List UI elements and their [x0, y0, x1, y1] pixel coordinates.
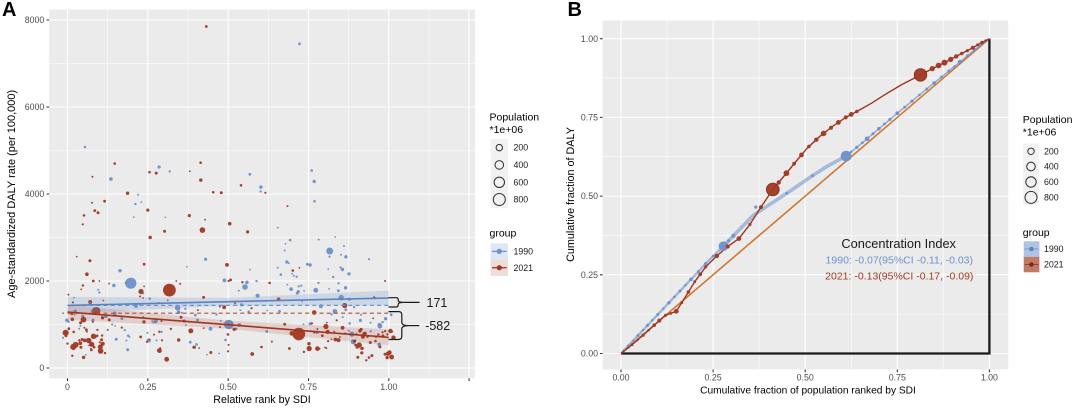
svg-text:*1e+06: *1e+06	[490, 124, 524, 136]
svg-text:800: 800	[514, 195, 529, 205]
svg-text:*1e+06: *1e+06	[1023, 127, 1057, 139]
svg-text:400: 400	[514, 160, 529, 170]
svg-text:600: 600	[514, 177, 529, 187]
svg-text:0.50: 0.50	[581, 191, 598, 201]
svg-text:2021: -0.13(95%CI -0.17, -0.09: 2021: -0.13(95%CI -0.17, -0.09)	[825, 271, 973, 283]
svg-text:1.00: 1.00	[380, 382, 397, 392]
svg-text:800: 800	[1044, 192, 1059, 202]
svg-text:0.50: 0.50	[797, 373, 814, 383]
svg-text:-582: -582	[425, 319, 450, 333]
svg-text:0: 0	[39, 363, 44, 373]
svg-text:171: 171	[427, 296, 448, 310]
svg-text:0.25: 0.25	[581, 270, 598, 280]
svg-text:Population: Population	[1023, 114, 1073, 126]
svg-text:0.00: 0.00	[612, 373, 629, 383]
svg-text:2000: 2000	[25, 276, 45, 286]
svg-text:1990: -0.07(95%CI -0.11, -0.03: 1990: -0.07(95%CI -0.11, -0.03)	[826, 255, 973, 267]
svg-text:1.00: 1.00	[981, 373, 998, 383]
svg-text:4000: 4000	[25, 189, 45, 199]
svg-text:200: 200	[514, 143, 529, 153]
svg-text:Relative rank by SDI: Relative rank by SDI	[213, 394, 310, 406]
svg-text:Cumulative fraction of DALY: Cumulative fraction of DALY	[565, 127, 577, 262]
svg-text:Population: Population	[490, 112, 540, 124]
svg-text:0.25: 0.25	[139, 382, 156, 392]
svg-text:B: B	[568, 0, 582, 21]
svg-text:0.75: 0.75	[889, 373, 906, 383]
svg-text:1.00: 1.00	[581, 34, 598, 44]
svg-text:Cumulative fraction of populat: Cumulative fraction of population ranked…	[700, 386, 916, 397]
svg-text:2021: 2021	[1044, 260, 1064, 270]
svg-text:0.75: 0.75	[300, 382, 317, 392]
svg-text:6000: 6000	[25, 102, 45, 112]
svg-text:Age-standardized DALY rate (pe: Age-standardized DALY rate (per 100,000)	[6, 90, 18, 298]
svg-text:1990: 1990	[1044, 244, 1064, 254]
svg-text:600: 600	[1044, 177, 1059, 187]
svg-text:Concentration Index: Concentration Index	[841, 236, 956, 251]
svg-text:400: 400	[1044, 162, 1059, 172]
svg-text:0.25: 0.25	[705, 373, 722, 383]
svg-text:0: 0	[65, 382, 70, 392]
svg-text:A: A	[2, 0, 16, 21]
svg-text:1990: 1990	[514, 247, 534, 257]
svg-text:2021: 2021	[514, 263, 534, 273]
svg-text:group: group	[1023, 227, 1050, 239]
svg-text:0.00: 0.00	[581, 349, 598, 359]
svg-text:200: 200	[1044, 146, 1059, 156]
svg-text:0.50: 0.50	[220, 382, 237, 392]
svg-text:8000: 8000	[25, 15, 45, 25]
svg-text:0.75: 0.75	[581, 113, 598, 123]
svg-text:group: group	[490, 228, 517, 240]
